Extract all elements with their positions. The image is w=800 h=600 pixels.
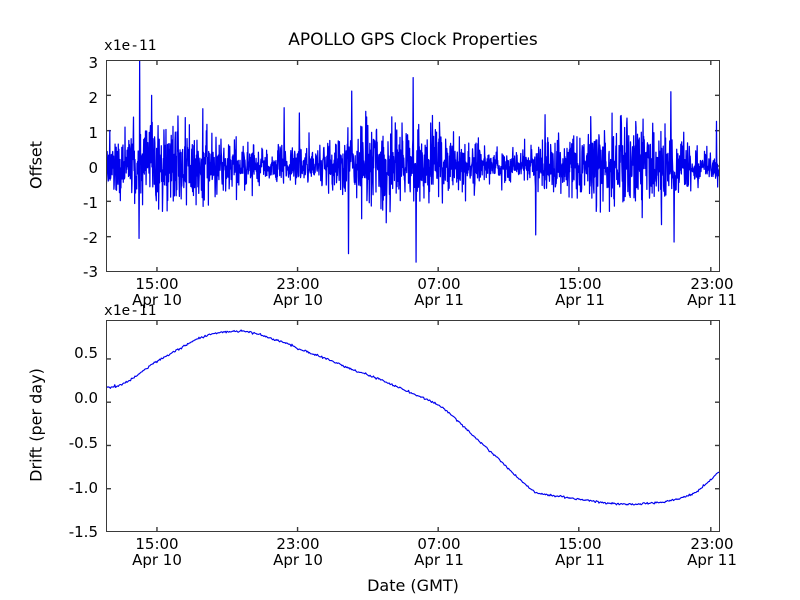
drift-xtick-0: 15:00 Apr 10 — [132, 535, 182, 569]
offset-series-line — [106, 60, 720, 272]
drift-y-exponent-label: x1e-11 — [104, 303, 157, 319]
offset-xtick-1-date: Apr 10 — [273, 290, 323, 309]
offset-y-axis-label: Offset — [26, 140, 46, 190]
offset-xtick-0: 15:00 Apr 10 — [132, 275, 182, 309]
drift-xtick-3-time: 15:00 — [558, 535, 602, 553]
offset-xtick-2-time: 07:00 — [417, 275, 461, 293]
chart-title: APOLLO GPS Clock Properties — [288, 30, 538, 50]
drift-xtick-1-time: 23:00 — [276, 535, 320, 553]
offset-ytick-m3: -3 — [83, 263, 98, 281]
offset-ytick-m1: -1 — [83, 194, 98, 212]
drift-ytick-m05: -0.5 — [68, 434, 98, 452]
offset-ytick-m2: -2 — [83, 229, 98, 247]
offset-xtick-3: 15:00 Apr 11 — [555, 275, 605, 309]
drift-xtick-2: 07:00 Apr 11 — [414, 535, 464, 569]
drift-xtick-1-date: Apr 10 — [273, 550, 323, 569]
offset-xtick-4-date: Apr 11 — [687, 290, 737, 309]
offset-xtick-4: 23:00 Apr 11 — [687, 275, 737, 309]
offset-ytick-2: 2 — [88, 89, 98, 107]
offset-xtick-2: 07:00 Apr 11 — [414, 275, 464, 309]
offset-xtick-3-time: 15:00 — [558, 275, 602, 293]
drift-ytick-m15: -1.5 — [68, 523, 98, 541]
drift-xtick-0-time: 15:00 — [135, 535, 179, 553]
drift-xtick-3-date: Apr 11 — [555, 550, 605, 569]
drift-ytick-05: 0.5 — [74, 344, 98, 362]
offset-xtick-2-date: Apr 11 — [414, 290, 464, 309]
drift-series-line — [106, 320, 720, 532]
drift-x-axis-label: Date (GMT) — [367, 576, 459, 595]
drift-xtick-2-time: 07:00 — [417, 535, 461, 553]
drift-xtick-1: 23:00 Apr 10 — [273, 535, 323, 569]
offset-ytick-1: 1 — [88, 124, 98, 142]
offset-y-exponent-label: x1e-11 — [104, 38, 157, 54]
drift-xtick-2-date: Apr 11 — [414, 550, 464, 569]
offset-xtick-0-date: Apr 10 — [132, 290, 182, 309]
drift-xtick-4-time: 23:00 — [690, 535, 734, 553]
offset-xtick-0-time: 15:00 — [135, 275, 179, 293]
offset-xtick-3-date: Apr 11 — [555, 290, 605, 309]
drift-plot-area[interactable] — [106, 320, 720, 532]
drift-ytick-00: 0.0 — [74, 389, 98, 407]
offset-xtick-1: 23:00 Apr 10 — [273, 275, 323, 309]
offset-xtick-4-time: 23:00 — [690, 275, 734, 293]
drift-xtick-4-date: Apr 11 — [687, 550, 737, 569]
offset-ytick-0: 0 — [88, 159, 98, 177]
offset-xtick-1-time: 23:00 — [276, 275, 320, 293]
offset-ytick-3: 3 — [88, 54, 98, 72]
drift-xtick-4: 23:00 Apr 11 — [687, 535, 737, 569]
drift-ytick-m10: -1.0 — [68, 479, 98, 497]
drift-xtick-3: 15:00 Apr 11 — [555, 535, 605, 569]
offset-plot-area[interactable] — [106, 60, 720, 272]
drift-y-axis-label: Drift (per day) — [26, 368, 46, 482]
drift-xtick-0-date: Apr 10 — [132, 550, 182, 569]
